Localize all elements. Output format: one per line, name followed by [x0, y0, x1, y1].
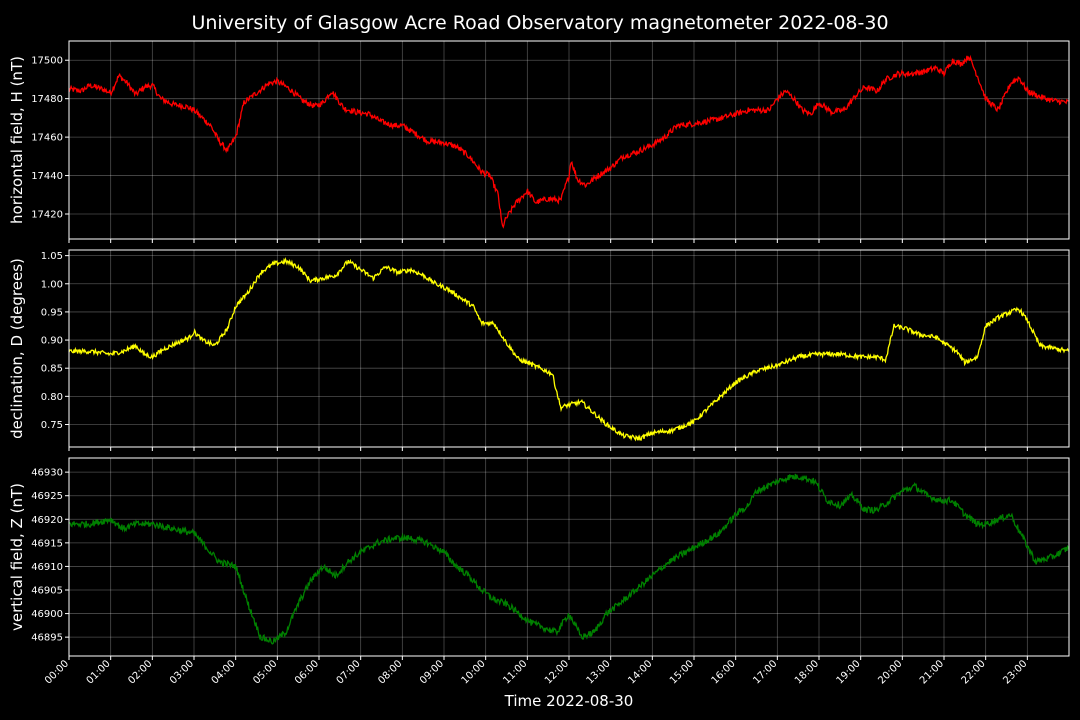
y-tick-label: 46930: [31, 468, 63, 479]
y-tick-label: 0.75: [41, 420, 63, 431]
panel-declination: 0.75 0.80 0.85 0.90 0.95 1.00 1.05 declination…: [8, 249, 1070, 451]
series-vertical-field-line: [68, 473, 1070, 645]
x-tick-label: 18:00: [793, 658, 821, 686]
y-axis-label-d: declination, D (degrees): [8, 258, 26, 439]
x-tick-label: 00:00: [43, 658, 71, 686]
x-tick-label: 17:00: [751, 658, 779, 686]
panel-horizontal-field: 17420 17440 17460 17480 17500 horizontal fie…: [8, 40, 1070, 243]
y-tick-label: 46925: [31, 491, 63, 502]
series-horizontal-field-line: [68, 54, 1069, 229]
x-tick-label: 11:00: [501, 658, 529, 686]
y-tick-label: 46895: [31, 633, 63, 644]
y-tick-label: 46915: [31, 538, 63, 549]
y-tick-label: 0.90: [41, 336, 63, 347]
x-tick-label: 19:00: [835, 658, 863, 686]
x-axis-label: Time 2022-08-30: [504, 692, 634, 710]
x-tick-label: 14:00: [626, 658, 654, 686]
y-tick-label: 17480: [31, 94, 63, 105]
y-tick-label: 46905: [31, 586, 63, 597]
panel-vertical-field: 46895 46900 46905 46910 46915 46920 46925 46930…: [8, 457, 1070, 660]
y-tick-label: 0.85: [41, 364, 63, 375]
x-tick-label: 13:00: [585, 658, 613, 686]
x-axis-ticks: 00:00 01:00 02:00 03:00 04:00 05:00 06:00 07:00…: [43, 658, 1029, 686]
y-axis-label-h: horizontal field, H (nT): [8, 56, 26, 224]
y-tick-label: 17460: [31, 133, 63, 144]
y-tick-label: 0.95: [41, 307, 63, 318]
x-tick-label: 05:00: [251, 658, 279, 686]
x-tick-label: 08:00: [376, 658, 404, 686]
x-tick-label: 02:00: [126, 658, 154, 686]
y-tick-label: 46900: [31, 609, 63, 620]
x-tick-label: 23:00: [1001, 658, 1029, 686]
y-tick-label: 17440: [31, 171, 63, 182]
y-tick-label: 1.05: [41, 251, 63, 262]
y-tick-label: 17500: [31, 56, 63, 67]
x-tick-label: 15:00: [668, 658, 696, 686]
x-tick-label: 12:00: [543, 658, 571, 686]
x-tick-label: 03:00: [168, 658, 196, 686]
x-tick-label: 16:00: [710, 658, 738, 686]
y-tick-label: 46920: [31, 515, 63, 526]
y-axis-label-z: vertical field, Z (nT): [8, 483, 26, 631]
x-tick-label: 06:00: [293, 658, 321, 686]
y-tick-label: 0.80: [41, 392, 63, 403]
x-tick-label: 20:00: [876, 658, 904, 686]
x-tick-label: 07:00: [335, 658, 363, 686]
x-tick-label: 22:00: [960, 658, 988, 686]
chart-title: University of Glasgow Acre Road Observat…: [191, 12, 888, 34]
x-tick-label: 01:00: [85, 658, 113, 686]
x-tick-label: 09:00: [418, 658, 446, 686]
y-tick-label: 17420: [31, 210, 63, 221]
y-tick-label: 46910: [31, 562, 63, 573]
x-tick-label: 04:00: [210, 658, 238, 686]
x-tick-label: 10:00: [460, 658, 488, 686]
y-tick-label: 1.00: [41, 279, 63, 290]
x-tick-label: 21:00: [918, 658, 946, 686]
series-declination-line: [68, 257, 1070, 442]
